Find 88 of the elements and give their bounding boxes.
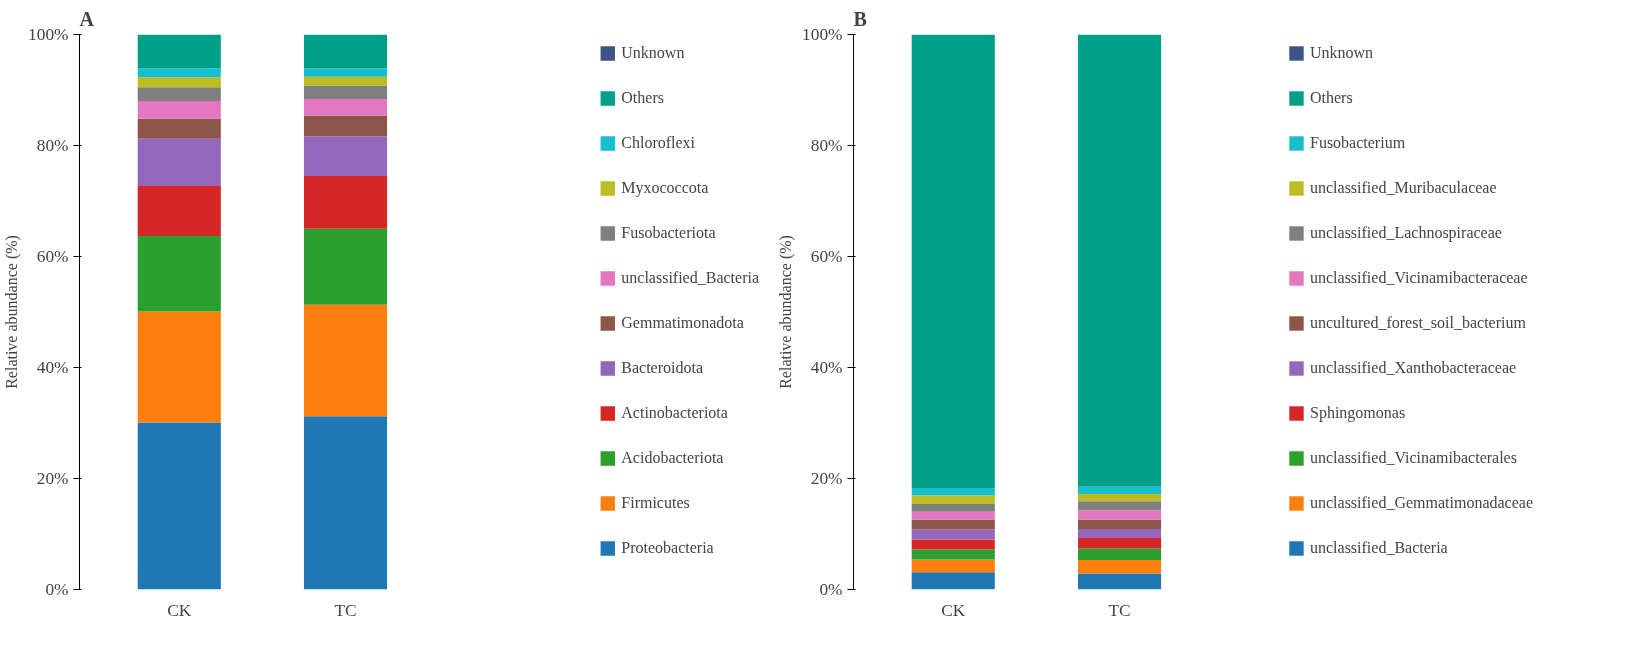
bar [137,138,221,187]
legend-label: Others [621,89,664,107]
y-axis-title: Relative abundance (%) [777,235,796,389]
legend-label: Fusobacteriota [621,224,716,242]
legend-label: Gemmatimonadota [621,314,744,332]
bar [137,87,221,102]
bar [137,77,221,88]
bar [1077,519,1162,530]
bar [911,529,995,540]
y-axis-title: Relative abundance (%) [3,235,22,389]
bar [911,511,995,520]
legend-label: Fusobacterium [1309,134,1406,152]
bar [911,504,995,512]
bar [137,68,221,78]
legend-label: Myxococcota [621,179,709,197]
y-tick-label: 80% [810,136,843,155]
legend-label: uncultured_forest_soil_bacterium [1309,314,1526,332]
bar [911,519,995,530]
legend-label: Proteobacteria [621,539,714,557]
bar [137,235,221,312]
bar [137,34,221,69]
y-tick-label: 20% [36,469,69,488]
bar [911,495,995,505]
legend-label: unclassified_Xanthobacteraceae [1309,359,1517,377]
bar [303,304,388,417]
bar [911,539,995,550]
bar [1077,494,1162,502]
chart-title: B [853,7,867,30]
bar [137,101,221,119]
y-tick-label: 40% [810,358,843,377]
bar [137,186,221,236]
bar [1077,34,1162,487]
bar [911,34,995,488]
legend-label: Acidobacteriota [621,449,724,467]
legend-label: unclassified_Vicinamibacterales [1309,449,1517,467]
chart-title: A [79,7,95,30]
bar [1077,537,1162,549]
bar [1077,548,1162,561]
y-tick-label: 0% [45,580,69,599]
bar [303,136,388,177]
bar [303,68,388,77]
bar [911,549,995,560]
legend-label: unclassified_Gemmatimonadaceae [1309,494,1533,512]
legend-label: Chloroflexi [621,134,696,152]
y-tick-label: 20% [810,469,843,488]
bar [1077,510,1162,520]
y-tick-label: 100% [802,25,843,44]
bar [137,118,221,139]
bar [1077,560,1162,574]
x-tick-label: TC [334,600,357,620]
y-tick-label: 40% [36,358,69,377]
bar [303,228,388,305]
bar [137,311,221,423]
legend-label: unclassified_Bacteria [621,269,759,287]
y-tick-label: 60% [810,247,843,266]
bar [303,115,388,137]
legend-label: Bacteroidota [621,359,704,377]
x-tick-label: CK [167,600,192,620]
bar [1077,486,1162,495]
y-tick-label: 60% [36,247,69,266]
legend-label: Unknown [1309,44,1374,62]
bar [911,487,995,496]
bar [137,422,221,590]
legend-label: unclassified_Vicinamibacteraceae [1309,269,1528,287]
bar [911,572,995,590]
bar [303,76,388,86]
y-tick-label: 80% [36,136,69,155]
legend-label: Firmicutes [621,494,690,512]
legend-label: Others [1309,89,1353,107]
legend-label: Unknown [621,44,685,62]
y-tick-label: 0% [819,580,843,599]
bar [911,559,995,573]
legend-label: Actinobacteriota [621,404,728,422]
legend-label: unclassified_Bacteria [1309,539,1448,557]
bar [1077,529,1162,538]
bar [303,34,388,69]
bar [303,98,388,116]
x-tick-label: TC [1108,600,1131,620]
legend-label: unclassified_Lachnospiraceae [1309,224,1502,242]
bar [303,416,388,590]
x-tick-label: CK [941,600,966,620]
legend-label: Sphingomonas [1309,404,1406,422]
bar [303,176,388,229]
bar [1077,573,1162,590]
bar [1077,501,1162,511]
legend-label: unclassified_Muribaculaceae [1309,179,1497,197]
y-tick-label: 100% [28,25,69,44]
bar [303,85,388,99]
